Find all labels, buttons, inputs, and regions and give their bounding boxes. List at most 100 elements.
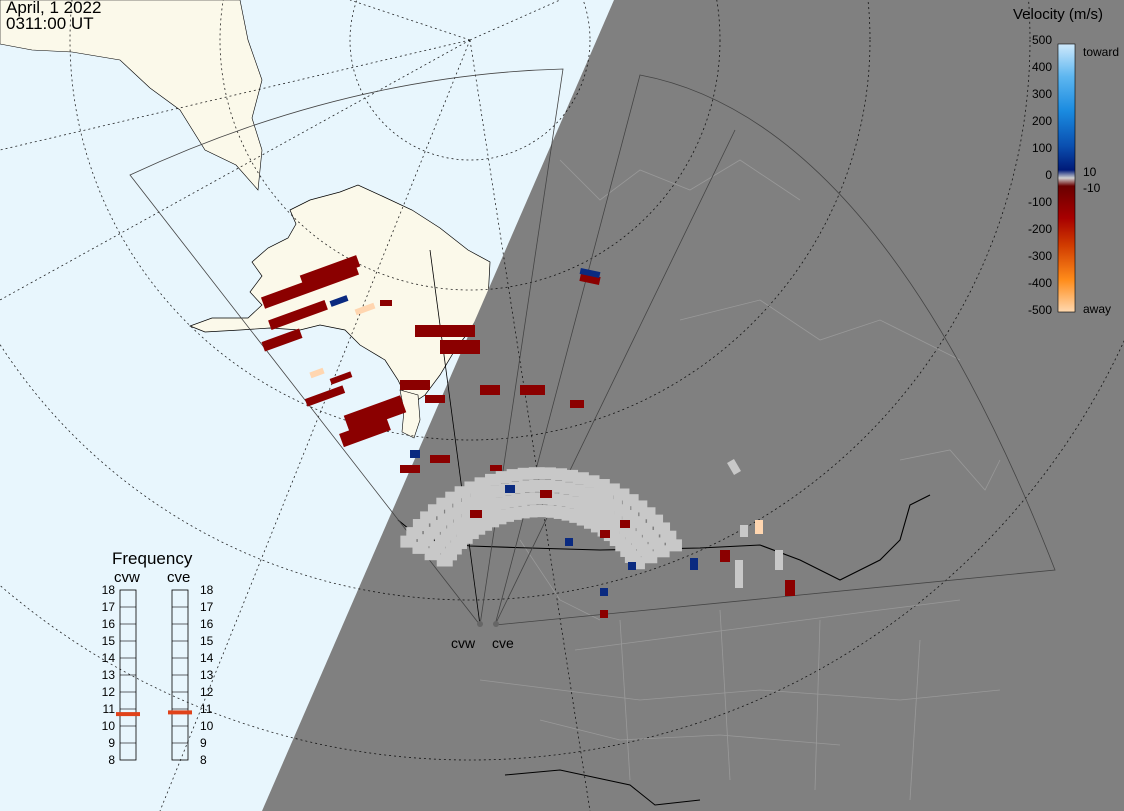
frequency-tick-label: 10 (101, 719, 115, 733)
ground-scatter-cell (653, 545, 670, 558)
cvw-field-of-view (129, 68, 564, 626)
velocity-away-label: away (1083, 302, 1112, 316)
velocity-tick-label: -300 (1027, 249, 1052, 263)
ground-scatter-cell (521, 505, 538, 518)
ionospheric-scatter-cell (755, 520, 763, 534)
frequency-tick-label: 18 (200, 583, 214, 597)
velocity-tick-label: 0 (1045, 168, 1052, 182)
frequency-tick-label: 9 (200, 736, 207, 750)
ionospheric-scatter-cell (415, 325, 475, 337)
frequency-tick-label: 18 (101, 583, 115, 597)
frequency-tick-label: 11 (102, 702, 115, 716)
ionospheric-scatter-cell (329, 371, 353, 385)
cve-frequency-label: cve (167, 569, 191, 586)
ionospheric-scatter-cell (309, 367, 325, 379)
velocity-toward-label: toward (1083, 45, 1120, 59)
frequency-tick-label: 11 (200, 702, 213, 716)
ground-scatter-cell (775, 550, 783, 570)
frequency-tick-label: 14 (200, 651, 214, 665)
ionospheric-scatter-cell (329, 295, 349, 307)
ionospheric-scatter-cell (600, 588, 608, 596)
ionospheric-scatter-cell (261, 328, 303, 352)
velocity-tick-label: 300 (1031, 87, 1052, 101)
ground-scatter-cell (665, 539, 682, 552)
timestamp-date: April, 1 2022 (6, 0, 102, 17)
frequency-tick-label: 8 (108, 753, 115, 767)
velocity-tick-label: 500 (1031, 33, 1052, 47)
ionospheric-scatter-cell (600, 610, 608, 618)
ground-scatter-cell (735, 560, 743, 588)
ionospheric-scatter-cell (579, 273, 601, 285)
ionospheric-scatter-cell (690, 558, 698, 570)
ground-scatter-cell (727, 458, 741, 476)
ionospheric-scatter-cell (570, 400, 584, 408)
velocity-tick-label: -200 (1027, 222, 1052, 236)
frequency-tick-label: 12 (101, 685, 115, 699)
ionospheric-scatter-cell (505, 485, 515, 493)
frequency-tick-label: 13 (101, 668, 115, 682)
cve-beam-boundary (494, 129, 736, 626)
cve-site-label: cve (492, 635, 514, 651)
ionospheric-scatter-cell (720, 550, 730, 562)
velocity-tick-label: -100 (1027, 195, 1052, 209)
frequency-tick-label: 14 (101, 651, 115, 665)
ionospheric-scatter-cell (304, 385, 346, 407)
ionospheric-scatter-cell (410, 450, 420, 458)
timestamp: April, 1 2022 0311:00 UT (6, 0, 101, 32)
ionospheric-scatter-cell (490, 465, 502, 471)
political-boundaries (479, 159, 1001, 801)
frequency-tick-label: 16 (200, 617, 214, 631)
ionospheric-scatter-cell (430, 455, 450, 463)
scatter-echoes (260, 255, 795, 618)
ground-scatter-cell (641, 551, 658, 564)
frequency-tick-label: 16 (101, 617, 115, 631)
us-mexico-border (504, 769, 701, 806)
ionospheric-scatter-cell (600, 530, 610, 538)
ionospheric-scatter-cell (354, 302, 376, 316)
ionospheric-scatter-cell (400, 465, 420, 473)
ionospheric-scatter-cell (470, 510, 482, 518)
velocity-lower-threshold: -10 (1083, 181, 1101, 195)
frequency-tick-label: 15 (200, 634, 214, 648)
frequency-tick-label: 13 (200, 668, 214, 682)
ionospheric-scatter-cell (425, 395, 445, 403)
frequency-tick-label: 15 (101, 634, 115, 648)
ionospheric-scatter-cell (579, 267, 601, 279)
ionospheric-scatter-cell (480, 385, 500, 395)
frequency-panel-title: Frequency (112, 549, 193, 568)
velocity-tick-label: 200 (1031, 114, 1052, 128)
velocity-tick-label: -500 (1027, 303, 1052, 317)
ionospheric-scatter-cell (565, 538, 573, 546)
cvw-frequency-label: cvw (114, 569, 140, 586)
cvw-site-marker (477, 621, 483, 627)
velocity-upper-threshold: 10 (1083, 165, 1097, 179)
ionospheric-scatter-cell (268, 300, 328, 330)
ionospheric-scatter-cell (620, 520, 630, 528)
frequency-tick-label: 10 (200, 719, 214, 733)
timestamp-time: 0311:00 UT (6, 14, 94, 33)
ionospheric-scatter-cell (339, 416, 391, 448)
siberia-land (0, 0, 263, 191)
cvw-site-label: cvw (451, 635, 476, 651)
ionospheric-scatter-cell (540, 490, 552, 498)
ionospheric-scatter-cell (343, 395, 407, 433)
frequency-tick-label: 12 (200, 685, 214, 699)
velocity-tick-label: 100 (1031, 141, 1052, 155)
cve-field-of-view (494, 74, 1056, 626)
cvw-beam-boundary (429, 249, 481, 626)
frequency-tick-label: 8 (200, 753, 207, 767)
velocity-legend-title: Velocity (m/s) (1013, 6, 1104, 23)
velocity-tick-label: 400 (1031, 60, 1052, 74)
ionospheric-scatter-cell (380, 300, 392, 306)
frequency-tick-label: 17 (101, 600, 115, 614)
ionospheric-scatter-cell (520, 385, 545, 395)
ionospheric-scatter-cell (785, 580, 795, 596)
cve-site-marker (493, 621, 499, 627)
frequency-tick-label: 17 (200, 600, 214, 614)
ionospheric-scatter-cell (628, 562, 636, 570)
alaska-land (189, 184, 491, 406)
ionospheric-scatter-cell (299, 255, 361, 287)
